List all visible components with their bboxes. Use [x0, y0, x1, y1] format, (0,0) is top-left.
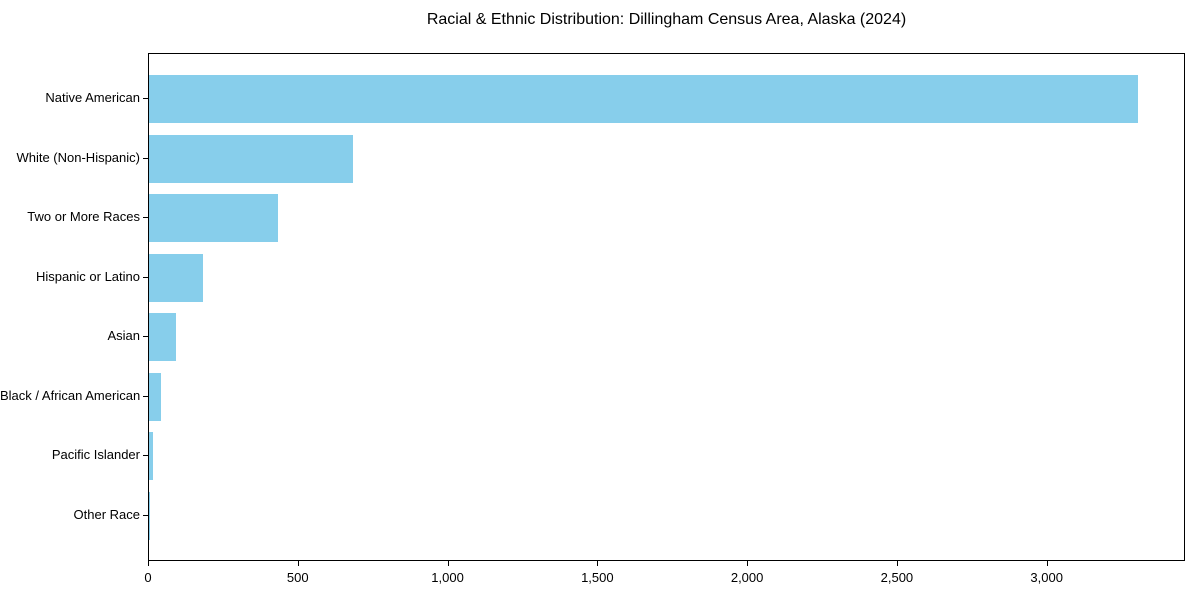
x-tick-mark — [148, 561, 149, 566]
x-tick-mark — [447, 561, 449, 566]
y-axis-label: Other Race — [73, 506, 140, 522]
chart-title: Racial & Ethnic Distribution: Dillingham… — [426, 11, 907, 28]
x-tick-mark — [747, 561, 749, 566]
x-tick-label: 1,500 — [581, 570, 614, 585]
y-tick-mark — [143, 455, 148, 456]
bar-black-african-american — [149, 372, 161, 421]
y-axis-label: Native American — [45, 90, 140, 105]
x-tick-label: 1,000 — [431, 570, 464, 585]
y-tick-mark — [143, 336, 148, 337]
y-axis-label: Two or More Races — [27, 209, 140, 224]
y-axis-label: White (Non-Hispanic) — [16, 149, 140, 165]
x-tick-mark — [1046, 561, 1048, 566]
x-tick-label: 0 — [144, 570, 152, 585]
x-tick-label: 2,500 — [880, 570, 914, 585]
y-tick-mark — [143, 98, 148, 99]
y-axis-label: Asian — [107, 328, 140, 343]
y-tick-mark — [143, 157, 148, 159]
x-tick-mark — [297, 561, 299, 566]
y-tick-mark — [143, 514, 148, 516]
plot-area — [148, 53, 1185, 561]
y-tick-mark — [143, 276, 148, 278]
y-axis-label: Hispanic or Latino — [35, 268, 140, 284]
bar-native-american — [149, 75, 1138, 123]
bar-white-non-hispanic — [149, 134, 353, 183]
x-tick-mark — [597, 561, 599, 566]
y-tick-mark — [143, 217, 148, 218]
bar-pacific-islander — [149, 432, 154, 480]
bar-hispanic-or-latino — [149, 253, 203, 302]
x-tick-mark — [896, 561, 898, 566]
y-tick-mark — [143, 395, 148, 397]
x-tick-label: 500 — [286, 570, 309, 585]
bar-other-race — [149, 491, 150, 540]
x-tick-label: 2,000 — [730, 570, 764, 585]
y-axis-label: Black / African American — [0, 387, 141, 403]
bar-two-or-more-races — [149, 194, 278, 242]
x-tick-label: 3,000 — [1030, 570, 1063, 585]
y-axis-label: Pacific Islander — [51, 447, 140, 462]
bar-asian — [149, 313, 176, 361]
